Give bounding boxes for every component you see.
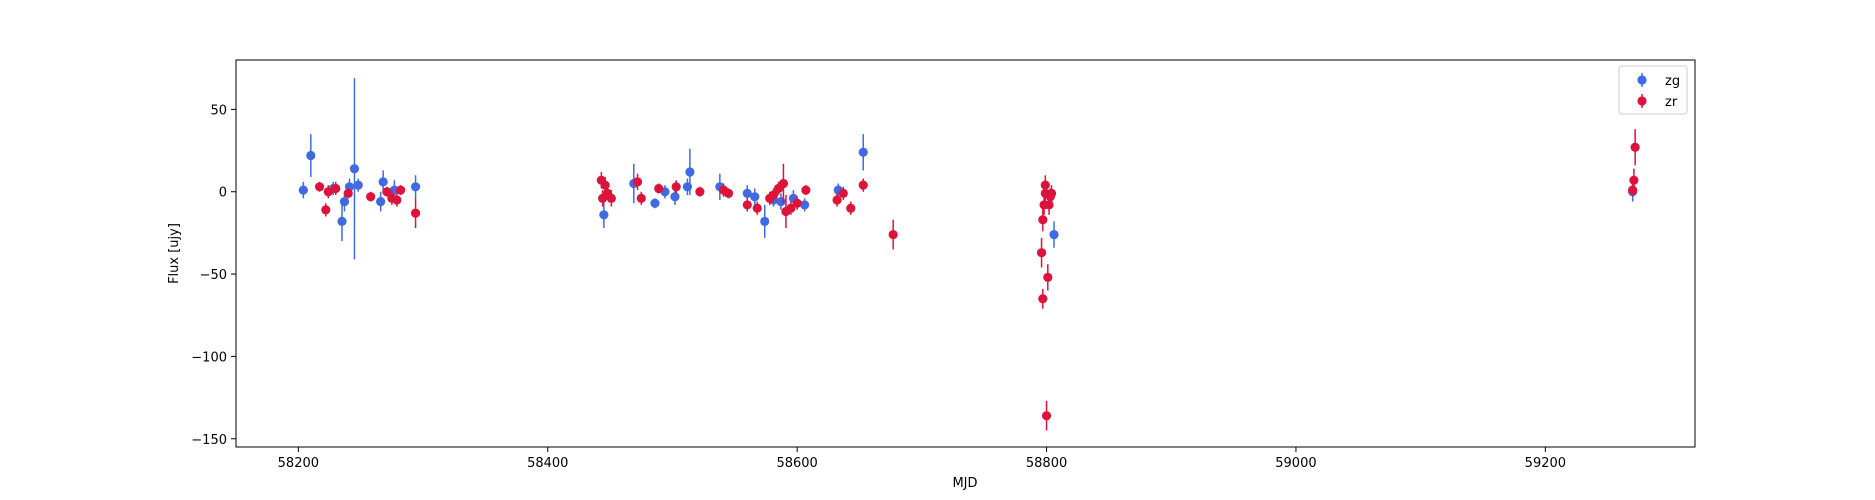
y-axis-label: Flux [ujy]	[167, 223, 182, 284]
data-point	[768, 190, 779, 200]
legend-entry-zr: zr	[1637, 94, 1678, 110]
data-point	[1046, 188, 1057, 198]
legend-entry-zg: zg	[1637, 73, 1680, 89]
data-point	[750, 192, 760, 202]
data-point	[801, 185, 811, 195]
y-tick-label: 0	[219, 186, 227, 201]
data-point	[392, 195, 402, 205]
series-zr	[314, 129, 1640, 431]
x-tick-label: 59200	[1525, 456, 1566, 471]
y-axis-ticks: 50 0 −50 −100 −150	[191, 103, 236, 448]
data-point	[321, 205, 331, 215]
data-point	[1038, 215, 1048, 225]
data-point	[888, 229, 898, 240]
x-axis-ticks: 58200 58400 58600 58800 59000 59200	[278, 447, 1566, 471]
y-tick-label: −50	[200, 268, 227, 283]
data-point	[376, 197, 386, 207]
legend-box	[1618, 65, 1688, 115]
data-point	[792, 198, 802, 208]
data-point	[339, 197, 350, 207]
data-point	[695, 187, 705, 197]
data-layer	[298, 78, 1640, 431]
data-point	[636, 193, 646, 203]
data-point	[650, 198, 660, 208]
data-point	[632, 177, 643, 187]
data-point	[1043, 272, 1053, 282]
data-point	[337, 216, 347, 226]
y-tick-label: −150	[191, 433, 227, 448]
data-point	[742, 188, 752, 198]
data-point	[353, 180, 363, 190]
data-point	[1044, 200, 1054, 210]
data-point	[685, 167, 695, 177]
data-point	[786, 203, 796, 213]
data-point	[800, 200, 810, 210]
data-point	[343, 188, 353, 198]
x-tick-label: 59000	[1275, 456, 1316, 471]
data-point	[1630, 142, 1640, 152]
data-point	[1036, 248, 1047, 258]
data-point	[1049, 229, 1059, 240]
data-point	[760, 216, 770, 226]
data-point	[654, 183, 664, 194]
data-point	[366, 192, 376, 202]
data-point	[331, 183, 341, 194]
data-point	[314, 182, 325, 192]
data-point	[723, 188, 734, 198]
data-point	[382, 187, 392, 197]
data-point	[606, 193, 616, 203]
data-point	[1041, 411, 1052, 421]
data-point	[396, 185, 406, 195]
data-point	[298, 185, 308, 195]
legend-label: zr	[1665, 95, 1678, 110]
plot-area-frame	[235, 59, 1696, 448]
data-point	[349, 164, 360, 174]
data-point	[306, 150, 316, 161]
data-point	[410, 182, 421, 192]
data-point	[670, 192, 680, 202]
legend-label: zg	[1665, 74, 1680, 89]
x-tick-label: 58400	[527, 456, 568, 471]
data-point	[1038, 294, 1048, 304]
data-point	[323, 187, 333, 197]
data-point	[752, 203, 762, 213]
y-tick-label: 50	[210, 103, 227, 118]
y-tick-label: −100	[191, 350, 227, 365]
data-point	[838, 188, 848, 198]
data-point	[1629, 175, 1639, 185]
data-point	[846, 203, 856, 213]
data-point	[742, 200, 752, 210]
legend-marker	[1637, 75, 1647, 85]
x-tick-label: 58600	[776, 456, 817, 471]
data-point	[599, 210, 609, 220]
x-tick-label: 58800	[1026, 456, 1067, 471]
data-point	[832, 195, 842, 205]
data-point	[1628, 185, 1638, 195]
legend: zg zr	[1618, 65, 1688, 115]
data-point	[671, 182, 681, 192]
x-tick-label: 58200	[278, 456, 319, 471]
data-point	[858, 180, 868, 190]
data-point	[778, 178, 789, 189]
legend-marker	[1637, 96, 1647, 106]
x-axis-label: MJD	[952, 476, 977, 491]
data-point	[410, 208, 421, 218]
data-point	[378, 177, 388, 187]
data-point	[858, 147, 868, 157]
